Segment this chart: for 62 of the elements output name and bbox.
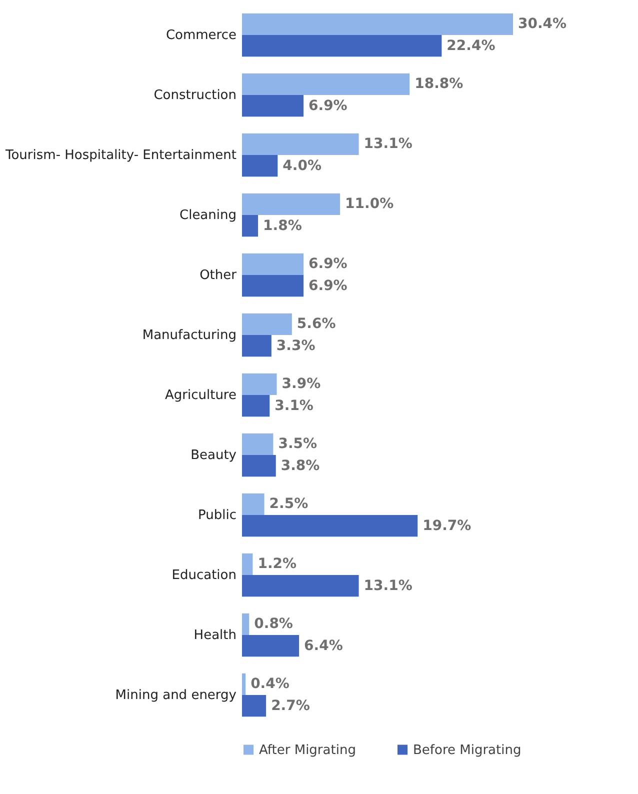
y-tick-label: Education xyxy=(172,568,236,583)
data-label: 3.3% xyxy=(276,338,316,354)
bar xyxy=(242,73,410,95)
bar xyxy=(242,155,278,177)
bar xyxy=(242,695,266,717)
data-label: 3.5% xyxy=(278,436,318,452)
bar xyxy=(242,515,418,537)
y-tick-label: Commerce xyxy=(166,28,236,43)
data-label: 0.4% xyxy=(250,676,290,692)
y-tick-label: Cleaning xyxy=(180,208,236,223)
data-label: 3.8% xyxy=(280,458,320,474)
bar xyxy=(242,193,340,215)
bar xyxy=(242,133,359,155)
data-label: 2.5% xyxy=(269,496,308,512)
legend-label: After Migrating xyxy=(259,742,356,758)
y-tick-label: Mining and energy xyxy=(115,688,237,703)
data-label: 18.8% xyxy=(414,76,464,92)
data-label: 30.4% xyxy=(518,16,567,32)
y-tick-label: Agriculture xyxy=(165,388,236,403)
bar xyxy=(242,635,300,657)
bar xyxy=(242,613,250,635)
bar xyxy=(242,35,442,57)
bar xyxy=(242,335,272,357)
bar xyxy=(242,553,253,575)
bar xyxy=(242,395,270,417)
data-label: 6.9% xyxy=(308,256,348,272)
data-label: 6.4% xyxy=(304,638,343,654)
bar xyxy=(242,455,276,477)
data-label: 2.7% xyxy=(271,698,310,714)
y-tick-label: Public xyxy=(198,508,236,523)
bar xyxy=(242,673,246,695)
data-label: 19.7% xyxy=(422,518,472,534)
data-label: 13.1% xyxy=(364,136,412,152)
bar xyxy=(242,275,304,297)
y-tick-label: Other xyxy=(200,268,238,283)
data-label: 22.4% xyxy=(446,38,496,54)
bar xyxy=(242,253,304,275)
y-tick-label: Manufacturing xyxy=(142,328,236,343)
bar xyxy=(242,215,258,237)
data-label: 1.8% xyxy=(263,218,302,234)
data-label: 3.9% xyxy=(282,376,321,392)
data-label: 13.1% xyxy=(364,578,412,594)
data-label: 6.9% xyxy=(308,98,348,114)
bar xyxy=(242,13,513,35)
bar xyxy=(242,575,359,597)
bar xyxy=(242,433,274,455)
data-label: 4.0% xyxy=(282,158,322,174)
y-tick-label: Health xyxy=(194,628,236,643)
data-label: 6.9% xyxy=(308,278,348,294)
data-label: 1.2% xyxy=(258,556,297,572)
y-tick-label: Tourism- Hospitality- Entertainment xyxy=(4,148,236,163)
legend-label: Before Migrating xyxy=(413,742,522,758)
data-label: 3.1% xyxy=(274,398,314,414)
bar xyxy=(242,95,304,117)
y-tick-label: Beauty xyxy=(190,448,237,463)
data-label: 0.8% xyxy=(254,616,293,632)
data-label: 11.0% xyxy=(345,196,394,212)
bar xyxy=(242,313,292,335)
data-label: 5.6% xyxy=(296,316,336,332)
y-tick-label: Construction xyxy=(154,88,236,103)
bar xyxy=(242,373,277,395)
bar xyxy=(242,493,264,515)
